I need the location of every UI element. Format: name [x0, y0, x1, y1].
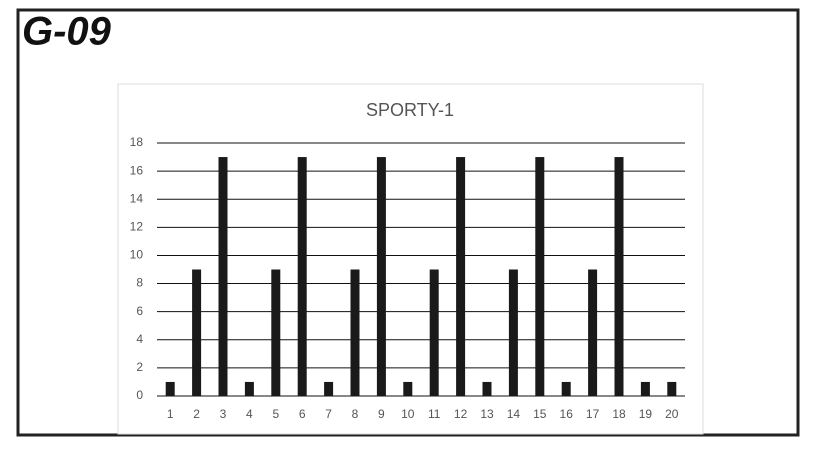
- bar: [561, 381, 571, 396]
- bar: [429, 269, 439, 396]
- x-tick-label: 3: [220, 407, 227, 421]
- bar: [614, 157, 624, 396]
- bar: [324, 381, 334, 396]
- y-tick-label: 6: [136, 304, 143, 318]
- bar: [588, 269, 598, 396]
- bar: [376, 157, 386, 396]
- frame: [16, 8, 800, 437]
- y-tick-label: 18: [130, 135, 144, 149]
- chart-panel: [117, 83, 704, 435]
- bar: [508, 269, 518, 396]
- x-tick-label: 20: [665, 407, 679, 421]
- y-tick-label: 0: [136, 388, 143, 402]
- x-tick-label: 6: [299, 407, 306, 421]
- x-tick-label: 5: [272, 407, 279, 421]
- chart-title: SPORTY-1: [366, 100, 454, 120]
- y-tick-label: 12: [130, 220, 144, 234]
- x-tick-label: 13: [480, 407, 494, 421]
- bar: [192, 269, 202, 396]
- bar: [482, 381, 492, 396]
- y-tick-label: 4: [136, 332, 143, 346]
- bar: [640, 381, 650, 396]
- bar: [165, 381, 175, 396]
- y-tick-label: 2: [136, 360, 143, 374]
- x-tick-label: 11: [428, 407, 441, 421]
- x-tick-label: 15: [533, 407, 547, 421]
- bar: [271, 269, 281, 396]
- bar: [667, 381, 677, 396]
- bar: [456, 157, 466, 396]
- x-tick-label: 10: [401, 407, 415, 421]
- bar: [535, 157, 545, 396]
- bar: [218, 157, 228, 396]
- page-title: G-09: [22, 10, 112, 54]
- y-tick-label: 14: [130, 191, 144, 205]
- x-tick-label: 19: [639, 407, 653, 421]
- x-tick-label: 1: [167, 407, 174, 421]
- y-tick-label: 10: [130, 248, 144, 262]
- x-tick-label: 7: [325, 407, 332, 421]
- x-tick-label: 18: [612, 407, 626, 421]
- y-tick-label: 16: [130, 163, 144, 177]
- bar: [350, 269, 360, 396]
- x-tick-label: 8: [352, 407, 359, 421]
- x-tick-label: 16: [560, 407, 574, 421]
- y-tick-label: 8: [136, 276, 143, 290]
- x-tick-label: 17: [586, 407, 600, 421]
- bar: [403, 381, 413, 396]
- x-tick-label: 12: [454, 407, 468, 421]
- x-tick-label: 2: [193, 407, 200, 421]
- bar: [297, 157, 307, 396]
- x-tick-label: 9: [378, 407, 385, 421]
- x-tick-label: 4: [246, 407, 253, 421]
- x-tick-label: 14: [507, 407, 521, 421]
- bar: [244, 381, 254, 396]
